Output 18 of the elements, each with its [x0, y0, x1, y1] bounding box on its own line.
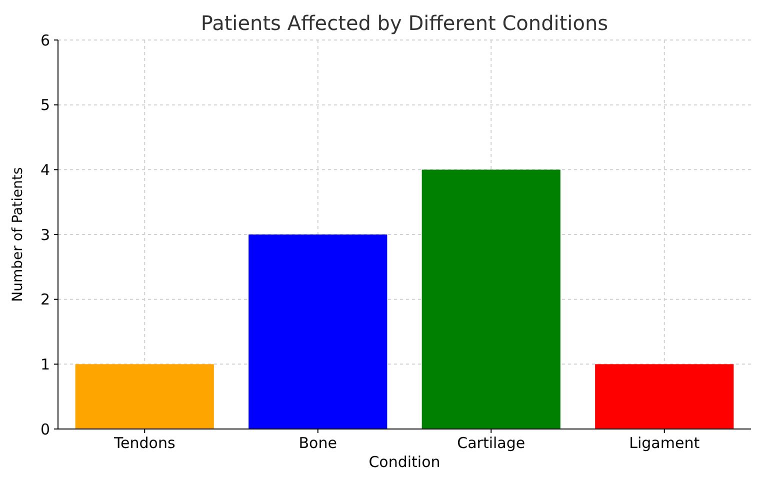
y-tick-label: 6 — [40, 31, 50, 50]
x-tick-label: Tendons — [112, 434, 176, 452]
x-axis-title: Condition — [368, 453, 440, 471]
y-tick-label: 1 — [40, 355, 50, 374]
chart-title: Patients Affected by Different Conditions — [200, 11, 608, 35]
x-tick-label: Bone — [298, 434, 337, 452]
y-tick-label: 0 — [40, 420, 50, 438]
y-tick-label: 2 — [40, 290, 50, 309]
y-axis-title: Number of Patients — [10, 167, 26, 302]
y-tick-label: 5 — [40, 96, 50, 114]
y-tick-label: 3 — [40, 226, 50, 244]
x-tick-label: Cartilage — [457, 434, 526, 452]
bar — [595, 364, 734, 429]
x-tick-label: Ligament — [629, 434, 700, 452]
bar — [248, 234, 388, 429]
y-tick-label: 4 — [40, 160, 50, 179]
bar — [422, 170, 560, 429]
bar — [75, 364, 214, 429]
